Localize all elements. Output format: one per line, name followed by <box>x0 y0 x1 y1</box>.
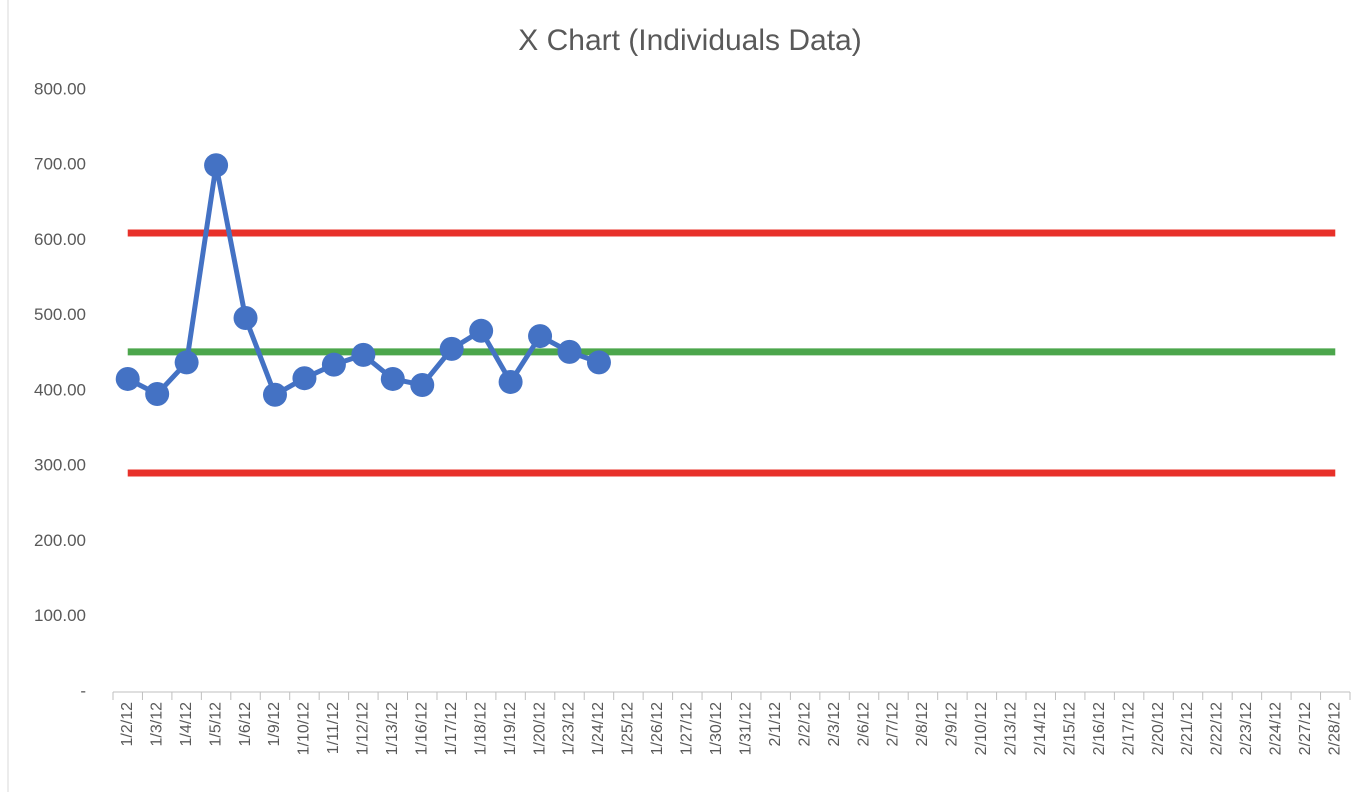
x-tick-label: 2/16/12 <box>1091 702 1108 755</box>
x-tick-label: 2/10/12 <box>973 702 990 755</box>
x-tick-label: 2/20/12 <box>1150 702 1167 755</box>
x-tick-label: 1/23/12 <box>561 702 578 755</box>
x-tick-label: 2/21/12 <box>1179 702 1196 755</box>
x-tick-label: 1/3/12 <box>148 702 165 747</box>
data-point <box>204 153 229 178</box>
x-tick-label: 1/5/12 <box>207 702 224 747</box>
data-point <box>410 372 435 397</box>
data-point <box>145 382 170 407</box>
x-tick-label: 2/28/12 <box>1326 702 1343 755</box>
x-tick-label: 1/17/12 <box>443 702 460 755</box>
x-tick-label: 2/6/12 <box>855 702 872 747</box>
x-tick-label: 2/1/12 <box>767 702 784 747</box>
y-tick-label: 500.00 <box>34 305 86 324</box>
x-tick-label: 1/18/12 <box>472 702 489 755</box>
data-point <box>586 350 611 375</box>
x-tick-label: 2/15/12 <box>1061 702 1078 755</box>
x-tick-label: 2/7/12 <box>885 702 902 747</box>
x-tick-label: 1/9/12 <box>266 702 283 747</box>
y-tick-label: 600.00 <box>34 230 86 249</box>
y-tick-label: 400.00 <box>34 380 86 399</box>
x-tick-label: 2/3/12 <box>826 702 843 747</box>
x-tick-label: 2/2/12 <box>796 702 813 747</box>
x-tick-label: 2/23/12 <box>1238 702 1255 755</box>
data-point <box>380 366 405 391</box>
x-tick-label: 2/24/12 <box>1268 702 1285 755</box>
data-point <box>115 366 140 391</box>
x-tick-label: 1/16/12 <box>413 702 430 755</box>
y-tick-label: 300.00 <box>34 456 86 475</box>
x-tick-label: 2/9/12 <box>944 702 961 747</box>
x-tick-label: 1/13/12 <box>384 702 401 755</box>
data-point <box>262 382 287 407</box>
y-tick-label: 800.00 <box>34 79 86 98</box>
x-tick-label: 1/30/12 <box>708 702 725 755</box>
data-point <box>498 369 523 394</box>
data-point <box>439 336 464 361</box>
x-tick-label: 1/31/12 <box>737 702 754 755</box>
x-tick-label: 1/27/12 <box>679 702 696 755</box>
data-point <box>174 350 199 375</box>
x-tick-label: 1/4/12 <box>178 702 195 747</box>
x-tick-label: 2/13/12 <box>1003 702 1020 755</box>
y-tick-label: 700.00 <box>34 155 86 174</box>
data-point <box>528 324 553 349</box>
x-tick-label: 1/2/12 <box>119 702 136 747</box>
x-tick-label: 1/6/12 <box>237 702 254 747</box>
x-tick-label: 2/22/12 <box>1209 702 1226 755</box>
y-tick-label: 100.00 <box>34 606 86 625</box>
data-point <box>469 318 494 343</box>
x-tick-label: 1/20/12 <box>531 702 548 755</box>
x-tick-label: 1/19/12 <box>502 702 519 755</box>
data-point <box>351 342 376 367</box>
data-point <box>321 352 346 377</box>
x-tick-label: 1/24/12 <box>590 702 607 755</box>
data-point <box>557 339 582 364</box>
x-tick-label: 1/26/12 <box>649 702 666 755</box>
data-point <box>233 306 258 331</box>
y-tick-label: - <box>80 681 86 700</box>
x-tick-label: 2/17/12 <box>1120 702 1137 755</box>
y-tick-label: 200.00 <box>34 531 86 550</box>
x-tick-label: 1/10/12 <box>296 702 313 755</box>
x-tick-label: 1/12/12 <box>355 702 372 755</box>
x-tick-label: 2/27/12 <box>1297 702 1314 755</box>
chart-title: X Chart (Individuals Data) <box>518 24 861 57</box>
data-point <box>292 366 317 391</box>
x-tick-label: 2/8/12 <box>914 702 931 747</box>
x-tick-label: 1/11/12 <box>325 702 342 754</box>
x-tick-label: 2/14/12 <box>1032 702 1049 755</box>
x-tick-label: 1/25/12 <box>620 702 637 755</box>
